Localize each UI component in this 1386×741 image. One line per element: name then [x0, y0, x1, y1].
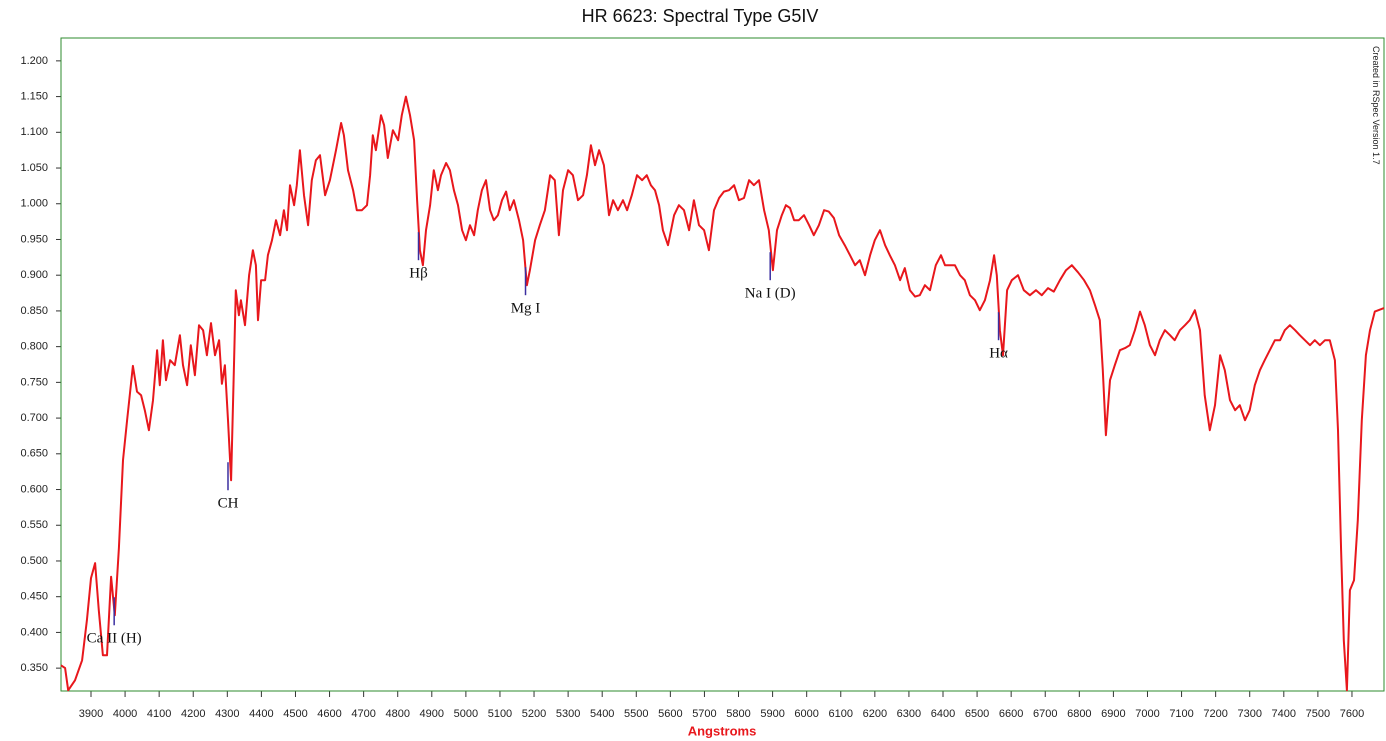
- x-tick-label: 4500: [283, 708, 307, 720]
- x-tick-label: 5500: [624, 708, 648, 720]
- x-tick-label: 6000: [794, 708, 818, 720]
- annotation-label: Hα: [989, 346, 1008, 362]
- annotation-label: Mg I: [511, 301, 541, 317]
- plot-frame: [60, 37, 1385, 692]
- x-axis-label: Angstroms: [688, 723, 757, 738]
- y-tick-label: 0.350: [20, 662, 48, 674]
- x-tick-label: 4600: [317, 708, 341, 720]
- x-tick-label: 4100: [147, 708, 171, 720]
- chart-title: HR 6623: Spectral Type G5IV: [582, 6, 819, 26]
- x-tick-label: 4000: [113, 708, 137, 720]
- x-tick-label: 5100: [488, 708, 512, 720]
- x-tick-label: 4900: [420, 708, 444, 720]
- x-tick-label: 6600: [999, 708, 1023, 720]
- x-tick-label: 3900: [79, 708, 103, 720]
- x-tick-label: 6500: [965, 708, 989, 720]
- y-tick-label: 1.100: [20, 126, 48, 138]
- y-tick-label: 0.500: [20, 555, 48, 567]
- x-tick-label: 6400: [931, 708, 955, 720]
- x-tick-label: 6700: [1033, 708, 1057, 720]
- x-tick-label: 7500: [1306, 708, 1330, 720]
- y-tick-label: 0.550: [20, 519, 48, 531]
- x-tick-label: 6100: [829, 708, 853, 720]
- y-tick-label: 0.950: [20, 233, 48, 245]
- annotation-label: Na I (D): [745, 286, 796, 302]
- y-tick-label: 0.850: [20, 305, 48, 317]
- x-tick-label: 5600: [658, 708, 682, 720]
- y-tick-label: 1.000: [20, 198, 48, 210]
- y-tick-label: 1.150: [20, 90, 48, 102]
- x-tick-label: 6200: [863, 708, 887, 720]
- x-tick-label: 5300: [556, 708, 580, 720]
- x-tick-label: 4700: [351, 708, 375, 720]
- x-tick-label: 7600: [1340, 708, 1364, 720]
- x-tick-label: 7400: [1272, 708, 1296, 720]
- y-tick-label: 0.900: [20, 269, 48, 281]
- y-tick-label: 0.450: [20, 591, 48, 603]
- x-tick-label: 7000: [1135, 708, 1159, 720]
- spectrum-line: [60, 95, 1385, 692]
- x-tick-label: 5200: [522, 708, 546, 720]
- x-tick-label: 4300: [215, 708, 239, 720]
- x-tick-label: 4200: [181, 708, 205, 720]
- y-tick-label: 0.800: [20, 341, 48, 353]
- x-tick-label: 5400: [590, 708, 614, 720]
- x-tick-label: 7200: [1203, 708, 1227, 720]
- y-tick-label: 0.600: [20, 483, 48, 495]
- x-tick-label: 6900: [1101, 708, 1125, 720]
- x-tick-label: 6300: [897, 708, 921, 720]
- x-tick-label: 7100: [1169, 708, 1193, 720]
- y-tick-label: 0.650: [20, 448, 48, 460]
- annotation-label: CH: [218, 496, 239, 512]
- y-tick-label: 1.050: [20, 162, 48, 174]
- y-tick-label: 0.700: [20, 412, 48, 424]
- annotation-label: Hβ: [409, 266, 427, 282]
- x-tick-label: 5000: [454, 708, 478, 720]
- x-tick-label: 4400: [249, 708, 273, 720]
- x-tick-label: 5700: [692, 708, 716, 720]
- y-tick-label: 0.750: [20, 376, 48, 388]
- y-tick-label: 1.200: [20, 55, 48, 67]
- x-tick-label: 5800: [726, 708, 750, 720]
- side-note: Created in RSpec Version 1.7: [1371, 46, 1381, 165]
- x-tick-label: 5900: [760, 708, 784, 720]
- x-tick-label: 4800: [385, 708, 409, 720]
- y-tick-label: 0.400: [20, 626, 48, 638]
- annotation-label: Ca II (H): [87, 631, 142, 647]
- x-tick-label: 6800: [1067, 708, 1091, 720]
- x-tick-label: 7300: [1237, 708, 1261, 720]
